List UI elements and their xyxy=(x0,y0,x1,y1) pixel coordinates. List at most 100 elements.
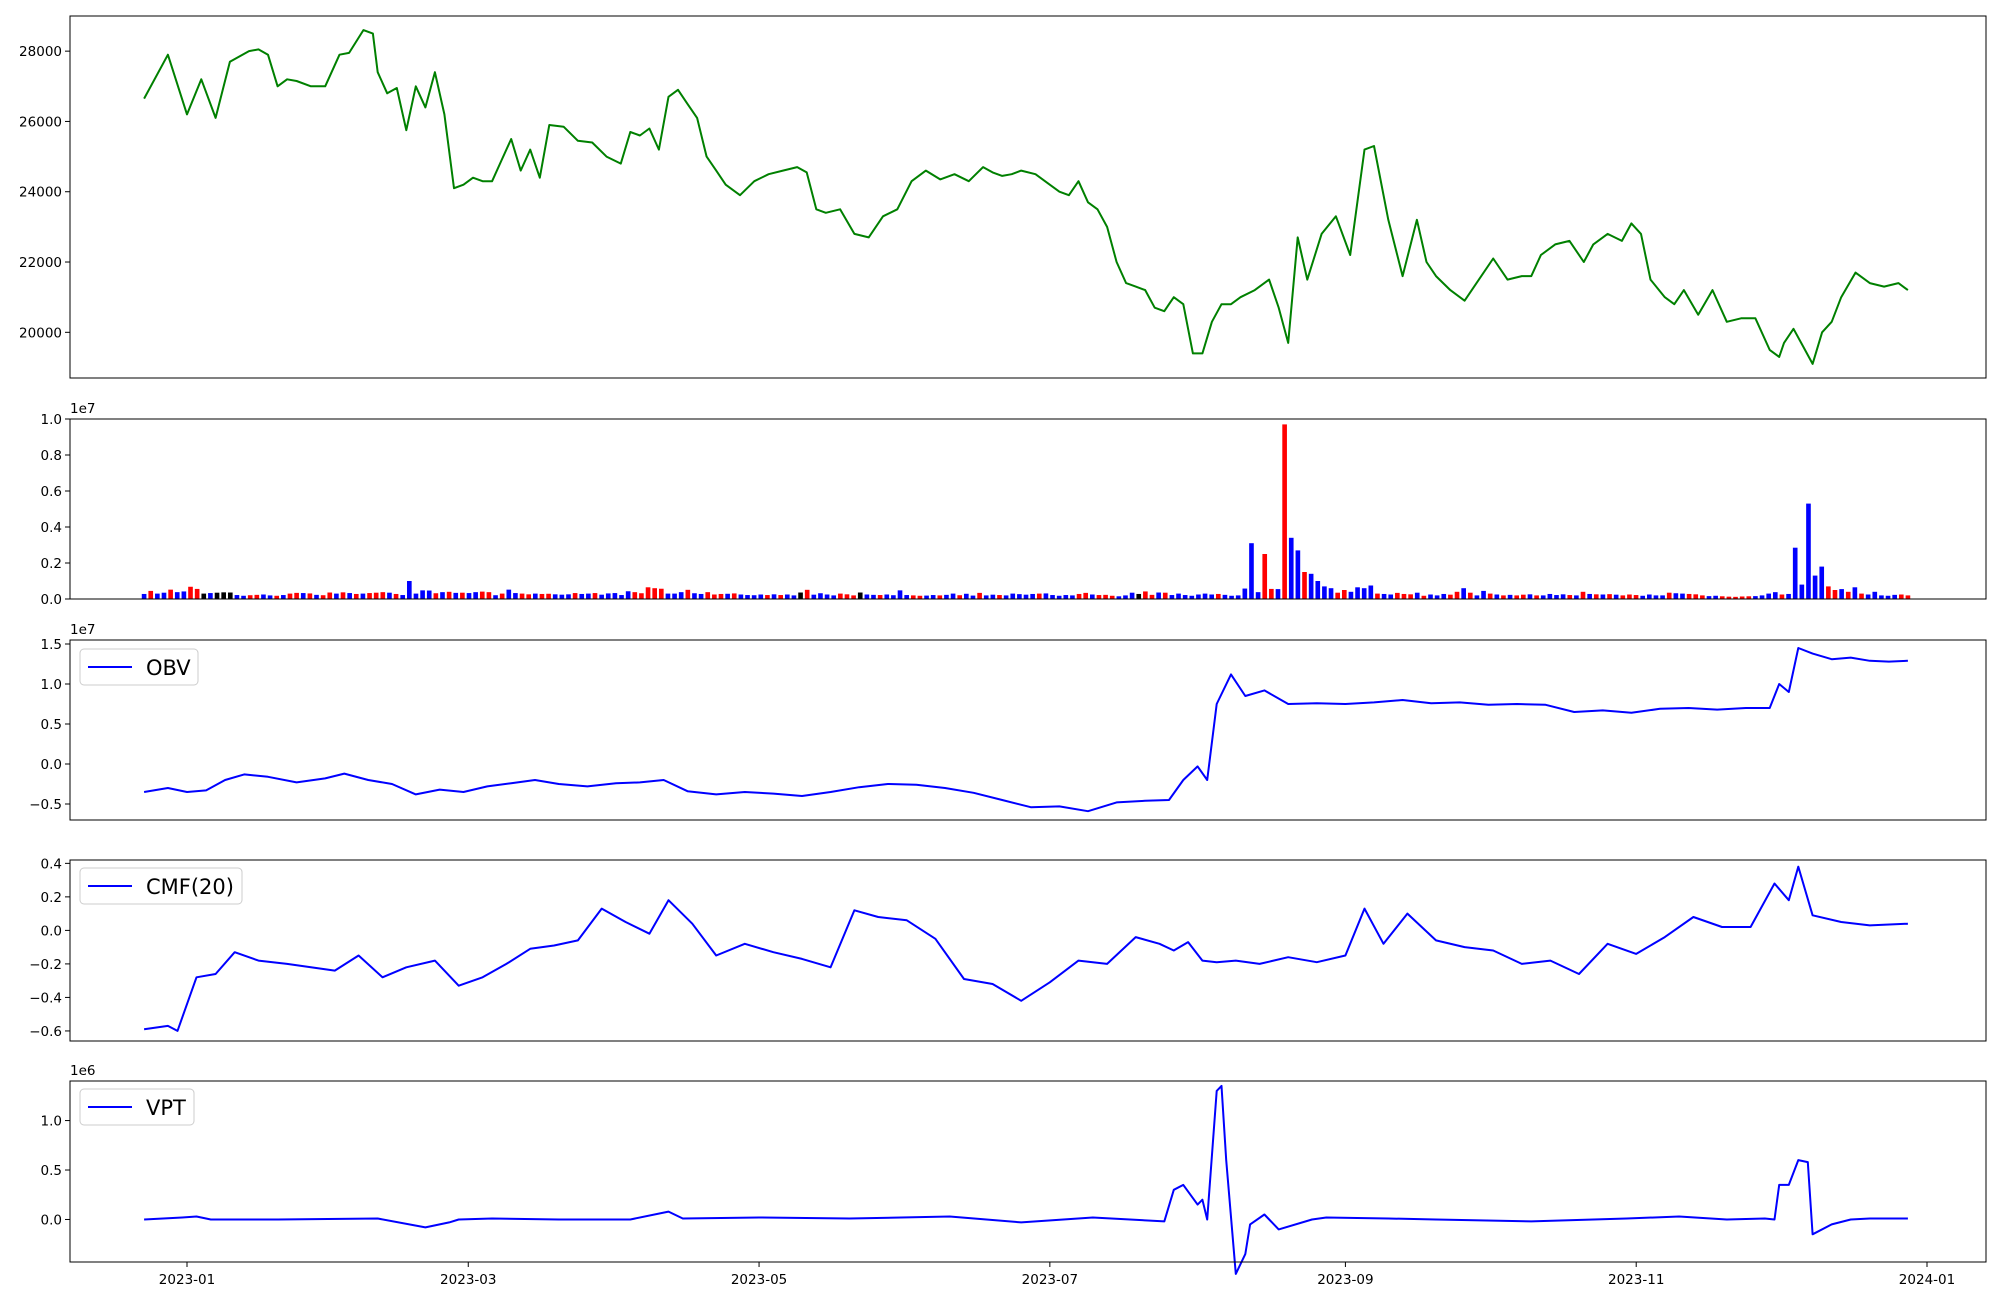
volume-bar xyxy=(327,592,333,599)
volume-bar xyxy=(1799,584,1805,599)
volume-bar xyxy=(314,594,319,599)
volume-bar xyxy=(851,595,856,599)
volume-bar xyxy=(300,593,306,599)
volume-bar xyxy=(241,595,246,599)
volume-bar xyxy=(367,593,372,599)
cmf-legend-box xyxy=(79,867,243,905)
volume-bar xyxy=(1507,594,1513,599)
volume-bar xyxy=(413,593,419,599)
volume-bar xyxy=(1302,572,1307,599)
volume-bar xyxy=(838,593,843,599)
volume-bar xyxy=(307,593,313,599)
date-xtick-label: 2023-01 xyxy=(159,1272,215,1288)
volume-bar xyxy=(930,595,936,599)
volume-bar xyxy=(1620,595,1626,599)
volume-bar xyxy=(155,593,160,599)
volume-bar xyxy=(1448,594,1453,599)
volume-bar xyxy=(1063,595,1069,599)
volume-bar xyxy=(1096,595,1102,599)
volume-bar xyxy=(1839,589,1844,599)
volume-bar xyxy=(937,595,943,599)
vpt-y-axis: 0.0 0.5 1.0 xyxy=(41,1114,70,1228)
volume-bar xyxy=(1275,589,1281,599)
volume-bar xyxy=(559,594,565,599)
volume-bar xyxy=(1249,543,1254,599)
volume-bar xyxy=(1826,586,1831,599)
obv-series-line xyxy=(143,647,1908,813)
volume-bar xyxy=(1050,595,1055,599)
obv-scale-label: 1e7 xyxy=(70,622,95,638)
volume-bar xyxy=(1328,588,1334,599)
volume-bar xyxy=(1182,595,1188,599)
volume-ytick-label: 0.0 xyxy=(41,592,62,608)
volume-bar xyxy=(758,594,764,599)
volume-bar xyxy=(804,589,810,599)
volume-bar xyxy=(1905,595,1911,599)
volume-bar xyxy=(844,594,850,599)
price-ytick-label: 22000 xyxy=(19,255,62,271)
volume-bar xyxy=(1540,595,1546,599)
volume-bar xyxy=(1355,587,1360,599)
date-xtick-label: 2023-11 xyxy=(1608,1272,1664,1288)
obv-legend: OBV xyxy=(79,648,199,686)
volume-bar xyxy=(440,592,445,599)
volume-bar xyxy=(1388,594,1394,599)
volume-bar xyxy=(731,593,737,599)
volume-bar xyxy=(824,594,830,599)
volume-bar xyxy=(1123,595,1128,599)
volume-bar xyxy=(751,595,757,599)
vpt-legend-box xyxy=(79,1088,195,1126)
volume-bar xyxy=(1812,575,1818,599)
volume-bar xyxy=(1348,591,1354,599)
volume-bar xyxy=(692,593,697,599)
volume-y-axis: 0.0 0.2 0.4 0.6 0.8 1.0 xyxy=(41,412,70,608)
volume-bar xyxy=(400,595,406,599)
volume-bar xyxy=(698,593,704,599)
volume-bar xyxy=(1017,594,1022,599)
volume-bar xyxy=(1454,591,1460,599)
volume-bar xyxy=(957,595,963,599)
volume-bar xyxy=(360,593,366,599)
volume-bar xyxy=(1070,595,1075,599)
volume-bar xyxy=(1892,594,1897,599)
volume-bar xyxy=(1660,595,1665,599)
volume-bar xyxy=(924,595,929,599)
volume-bar xyxy=(1288,537,1294,599)
volume-bar xyxy=(380,592,386,599)
volume-bar xyxy=(181,591,187,599)
volume-bar xyxy=(287,593,293,599)
volume-bar xyxy=(1162,592,1168,599)
volume-bar xyxy=(592,593,598,599)
volume-bar xyxy=(1136,593,1142,599)
price-panel-frame xyxy=(69,15,1987,379)
volume-bar xyxy=(1262,554,1268,599)
volume-bar xyxy=(1746,596,1752,599)
volume-bar xyxy=(1156,592,1161,599)
volume-bar xyxy=(1269,588,1274,599)
volume-bar xyxy=(798,592,803,599)
volume-bar xyxy=(174,592,180,599)
volume-bar xyxy=(1501,595,1506,599)
volume-bar xyxy=(1600,594,1606,599)
volume-bar xyxy=(964,593,969,599)
volume-bar xyxy=(612,593,618,599)
cmf-legend: CMF(20) xyxy=(79,867,243,905)
volume-bar xyxy=(1315,581,1321,599)
volume-bar xyxy=(632,592,638,599)
volume-bar xyxy=(214,592,220,599)
vpt-ytick-label: 0.0 xyxy=(41,1212,62,1228)
volume-bar xyxy=(871,594,876,599)
cmf-series-line xyxy=(143,865,1908,1032)
volume-bar xyxy=(1176,593,1181,599)
volume-bar xyxy=(141,593,147,599)
volume-bar xyxy=(997,595,1002,599)
volume-bars xyxy=(141,424,1911,599)
obv-ytick-label: 1.0 xyxy=(41,677,62,693)
volume-bar xyxy=(1395,592,1400,599)
volume-bar xyxy=(1149,594,1155,599)
volume-bar xyxy=(453,592,459,599)
volume-bar xyxy=(778,595,783,599)
obv-legend-box xyxy=(79,648,199,686)
volume-bar xyxy=(619,595,624,599)
